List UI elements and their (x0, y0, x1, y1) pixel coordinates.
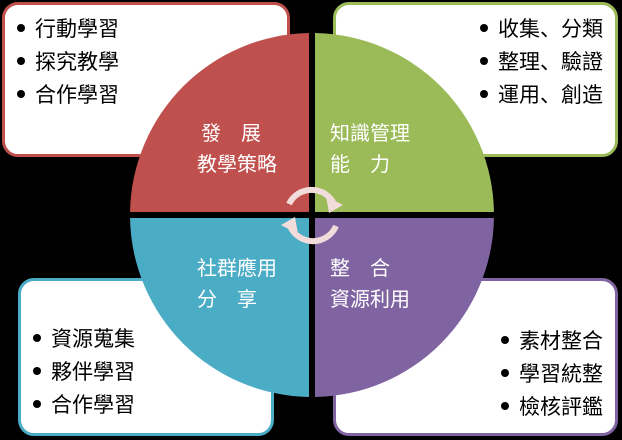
bullet-icon (17, 24, 25, 32)
list-item: 檢核評鑑 (336, 391, 603, 424)
arrow-head-icon (326, 196, 343, 213)
label-line: 資源利用 (330, 287, 410, 311)
list-item: 學習統整 (336, 358, 603, 391)
label-line: 能 力 (330, 152, 390, 176)
label-bottom-left: 社群應用 分 享 (197, 253, 277, 315)
list-item: 運用、創造 (336, 79, 603, 112)
list-item: 整理、驗證 (336, 46, 603, 79)
label-line: 發 展 (201, 121, 261, 145)
bullet-icon (480, 57, 488, 65)
label-line: 教學策略 (197, 152, 277, 176)
label-top-right: 知識管理 能 力 (330, 118, 410, 180)
label-line: 分 享 (197, 287, 257, 311)
bullet-icon (501, 402, 509, 410)
bullet-icon (480, 90, 488, 98)
arrow-head-icon (281, 217, 298, 234)
list-item: 探究教學 (17, 46, 287, 79)
list-item: 素材整合 (336, 325, 603, 358)
bullet-icon (17, 90, 25, 98)
bullet-icon (33, 334, 41, 342)
bullet-icon (501, 336, 509, 344)
quadrant-bottom-left (130, 218, 309, 397)
quadrant-bottom-right (315, 218, 494, 397)
label-top-left: 發 展 教學策略 (197, 118, 277, 180)
list-item: 夥伴學習 (33, 356, 271, 389)
list-item: 合作學習 (17, 79, 287, 112)
label-line: 社群應用 (197, 256, 277, 280)
label-bottom-right: 整 合 資源利用 (330, 253, 410, 315)
bullet-icon (501, 369, 509, 377)
list-item: 收集、分類 (336, 13, 603, 46)
label-line: 整 合 (330, 256, 390, 280)
label-line: 知識管理 (330, 121, 410, 145)
bullet-icon (17, 57, 25, 65)
bullet-icon (480, 24, 488, 32)
quadrant-top-left (130, 33, 309, 212)
bullet-icon (33, 400, 41, 408)
list-item: 行動學習 (17, 13, 287, 46)
list-item: 資源蒐集 (33, 323, 271, 356)
bullet-icon (33, 367, 41, 375)
quadrant-top-right (315, 33, 494, 212)
list-item: 合作學習 (33, 389, 271, 422)
